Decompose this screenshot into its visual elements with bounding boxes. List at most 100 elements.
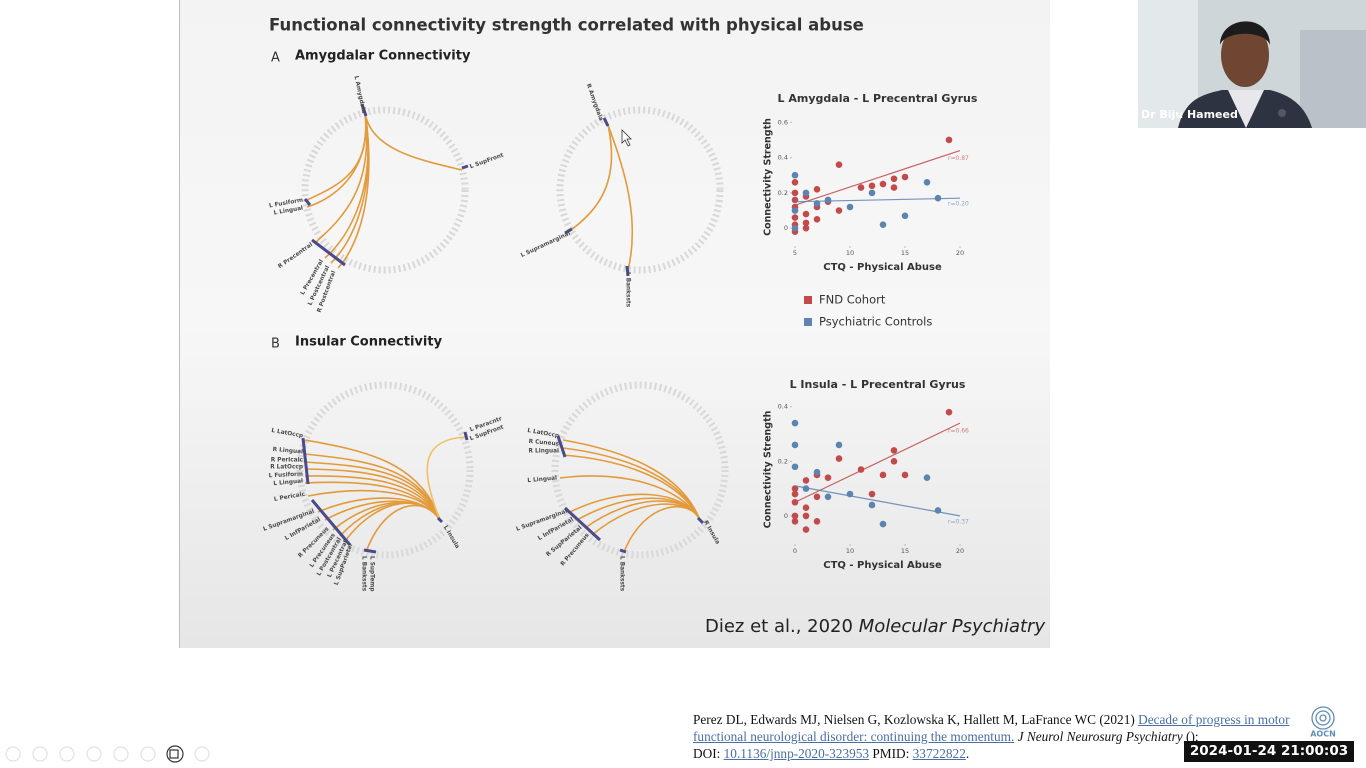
toolbar-icon[interactable] (59, 746, 75, 762)
scatter-point (824, 196, 832, 204)
citation-journal: Molecular Psychiatry (859, 616, 1046, 637)
chord-label: L Bankssts (619, 556, 625, 592)
doi-link[interactable]: 10.1136/jnnp-2020-323953 (723, 746, 870, 761)
x-tick-label: 20 (956, 547, 964, 555)
scatter-point (791, 441, 799, 449)
scatter-point (835, 441, 843, 449)
r-annotation: r=0.20 (948, 201, 969, 208)
scatter-point (879, 221, 887, 228)
scatter-point (890, 447, 898, 454)
legend-label: FND Cohort (819, 293, 886, 307)
scatter-point (802, 504, 810, 512)
camera-button[interactable] (166, 745, 184, 763)
scatter-point (791, 490, 799, 498)
scatter-point (901, 212, 909, 220)
webcam-tile: Dr Biju Hameed (1138, 0, 1366, 128)
x-axis-label: CTQ - Physical Abuse (823, 262, 942, 273)
scatter-point (802, 512, 810, 520)
slide-title: Functional connectivity strength correla… (269, 16, 864, 35)
scatter-point (945, 408, 953, 416)
scatter-point (791, 171, 799, 179)
fit-line (794, 149, 961, 206)
scatter-point (813, 216, 821, 223)
x-axis-label: CTQ - Physical Abuse (823, 560, 942, 571)
chord-label: L Lingual (527, 476, 557, 485)
toolbar-icon[interactable] (140, 746, 156, 762)
y-tick-label: 0.4 (778, 154, 788, 162)
mouse-cursor (621, 129, 632, 147)
scatter-point (802, 224, 810, 232)
scatter-point (846, 490, 854, 498)
scatter-point (868, 501, 876, 509)
y-tick-label: 0.6 (778, 118, 788, 126)
participant-name: Dr Biju Hameed (1141, 108, 1238, 121)
toolbar (5, 745, 210, 763)
chord-label: L Bankssts (625, 272, 631, 308)
scatter-point (879, 520, 887, 528)
toolbar-icon[interactable] (194, 746, 210, 762)
scatter-point (890, 458, 898, 465)
scatter-point (868, 189, 876, 197)
scatter-point (791, 189, 799, 197)
scatter-point (802, 526, 810, 533)
plot-title: L Amygdala - L Precentral Gyrus (778, 92, 978, 105)
panel-heading: Insular Connectivity (295, 335, 443, 350)
scatter-point (813, 493, 821, 501)
scatter-point (857, 466, 865, 473)
scatter-point (835, 207, 843, 214)
scatter-point (813, 186, 821, 193)
reference-end: . (965, 746, 970, 761)
x-tick-label: 10 (846, 547, 854, 555)
chord-label: L Pericalc (274, 491, 307, 502)
reference-issue: (); (1182, 729, 1199, 744)
scatter-point (923, 474, 931, 481)
fit-line (794, 485, 961, 517)
person-shirt (1228, 90, 1264, 128)
scatter-point (791, 207, 799, 214)
reference-link[interactable]: functional neurological disorder: contin… (693, 729, 1015, 744)
citation: Diez et al., 2020 Molecular Psychiatry (705, 616, 1045, 637)
scatter-point (802, 210, 810, 218)
pmid-label: PMID: (869, 746, 913, 761)
x-tick-label: 5 (793, 249, 797, 257)
slide-background (179, 0, 1050, 648)
plot-title: L Insula - L Precentral Gyrus (790, 378, 966, 391)
scatter-point (890, 175, 898, 183)
scatter-point (791, 512, 799, 520)
person-face (1221, 23, 1269, 87)
toolbar-icon[interactable] (113, 746, 129, 762)
scatter-point (791, 463, 799, 471)
chord-ring (301, 106, 469, 274)
toolbar-icon[interactable] (5, 746, 21, 762)
toolbar-icon[interactable] (32, 746, 48, 762)
chord-label: R Cuneus (528, 439, 559, 448)
toolbar-icon[interactable] (86, 746, 102, 762)
x-tick-label: 15 (901, 547, 909, 555)
chord-label: L Lingual (273, 206, 303, 217)
y-tick-label: 0.2 (778, 457, 788, 465)
scatter-point (945, 136, 953, 144)
scatter-point (791, 224, 799, 232)
reference-line: DOI: 10.1136/jnnp-2020-323953 PMID: 3372… (693, 745, 1353, 762)
scatter-point (868, 182, 876, 190)
scatter-point (791, 178, 799, 186)
scatter-point (802, 219, 810, 227)
scatter-point (802, 189, 810, 197)
r-annotation: r=0.87 (948, 155, 969, 162)
pmid-link[interactable]: 33722822 (912, 746, 966, 761)
chord-label: L SupTemp (369, 556, 375, 591)
scatter-point (934, 194, 942, 202)
legend-label: Psychiatric Controls (819, 315, 932, 329)
y-tick-label: 0 (784, 512, 788, 520)
scatter-point (802, 477, 810, 484)
y-axis-label: Connectivity Strength (763, 410, 774, 528)
chord-label: L Fusiform (269, 198, 304, 210)
scatter-point (923, 178, 931, 186)
scatter-point (835, 161, 843, 168)
reference-link[interactable]: Decade of progress in motor (1138, 712, 1290, 727)
chord-label: R LatOccp (270, 465, 303, 471)
x-tick-label: 10 (846, 249, 854, 257)
chord-segments (301, 103, 705, 554)
